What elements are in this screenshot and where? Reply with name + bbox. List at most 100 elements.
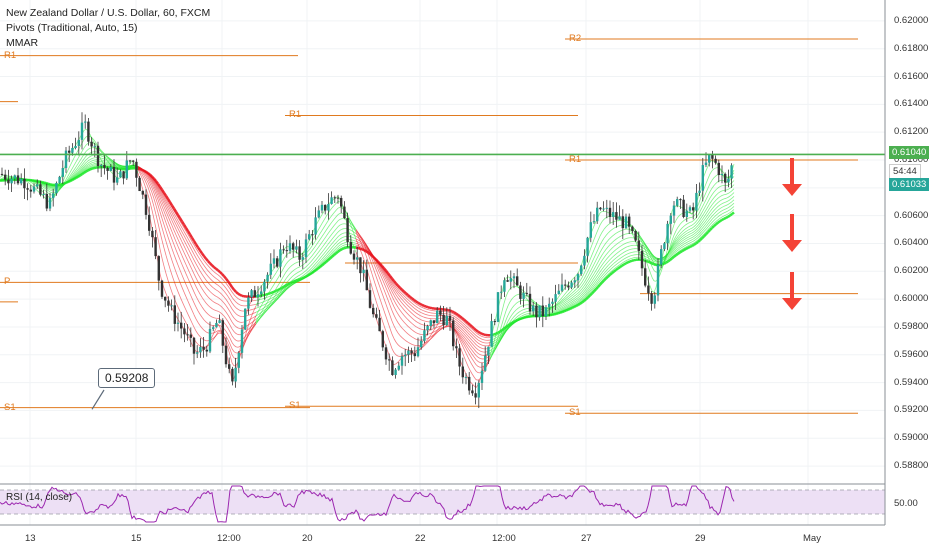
ribbon-line	[83, 168, 87, 171]
ribbon-line	[391, 348, 395, 353]
ribbon-line	[209, 278, 213, 281]
ribbon-line	[581, 288, 585, 292]
ribbon-line	[705, 229, 709, 233]
ribbon-line	[427, 306, 431, 309]
ribbon-line	[501, 332, 505, 336]
ribbon-line	[187, 326, 191, 331]
ribbon-line	[89, 166, 93, 169]
ribbon-line	[611, 259, 615, 262]
ribbon-line	[175, 220, 179, 225]
ribbon-line	[147, 187, 151, 194]
ribbon-line	[65, 169, 69, 175]
ribbon-line	[647, 249, 651, 253]
ribbon-line	[469, 361, 473, 365]
ribbon-line	[689, 241, 693, 244]
ribbon-line	[705, 178, 709, 184]
ribbon-line	[349, 219, 353, 224]
ribbon-line	[285, 280, 289, 284]
ribbon-line	[421, 345, 425, 349]
ribbon-line	[375, 269, 379, 275]
ribbon-line	[239, 299, 243, 301]
ribbon-line	[683, 224, 687, 227]
ribbon-line	[145, 175, 149, 180]
ribbon-line	[383, 310, 387, 317]
ribbon-line	[459, 331, 463, 335]
ribbon-line	[173, 224, 177, 230]
ribbon-line	[229, 338, 233, 343]
ribbon-line	[693, 236, 697, 239]
ribbon-line	[605, 224, 609, 228]
ribbon-line	[671, 255, 675, 260]
ribbon-line	[497, 338, 501, 341]
ribbon-line	[0, 177, 3, 180]
ribbon-line	[663, 256, 667, 258]
ribbon-line	[159, 194, 163, 199]
ribbon-line	[397, 301, 401, 306]
ribbon-line	[189, 265, 193, 270]
ribbon-line	[681, 237, 685, 240]
ribbon-line	[157, 192, 161, 198]
ribbon-line	[201, 262, 205, 266]
ribbon-line	[695, 218, 699, 222]
ribbon-line	[461, 321, 465, 325]
ribbon-line	[457, 320, 461, 324]
ribbon-line	[587, 259, 591, 265]
ribbon-line	[681, 247, 685, 250]
ribbon-line	[497, 332, 501, 335]
ribbon-line	[339, 243, 343, 246]
ribbon-line	[275, 291, 279, 294]
ribbon-line	[461, 338, 465, 343]
ribbon-line	[331, 250, 335, 254]
ribbon-line	[627, 249, 631, 251]
ribbon-line	[705, 187, 709, 193]
ribbon-line	[477, 333, 481, 336]
ribbon-line	[207, 313, 211, 317]
ribbon-line	[697, 215, 701, 220]
ribbon-line	[187, 301, 191, 306]
ribbon-line	[563, 292, 567, 296]
ribbon-line	[521, 312, 525, 314]
ribbon-line	[73, 166, 77, 171]
ribbon-line	[307, 248, 311, 252]
ribbon-line	[177, 239, 181, 244]
ribbon-line	[499, 335, 503, 339]
ribbon-line	[439, 325, 443, 327]
ribbon-line	[321, 259, 325, 262]
ribbon-line	[503, 330, 507, 334]
ribbon-line	[579, 281, 583, 286]
ribbon-line	[45, 181, 49, 185]
ribbon-line	[589, 268, 593, 273]
ribbon-line	[593, 270, 597, 275]
ribbon-line	[155, 198, 159, 206]
ribbon-line	[455, 317, 459, 320]
ribbon-line	[291, 280, 295, 284]
ribbon-line	[151, 199, 155, 207]
ribbon-line	[383, 271, 387, 276]
ribbon-line	[469, 350, 473, 355]
ribbon-line	[203, 300, 207, 304]
ribbon-line	[185, 273, 189, 279]
ribbon-line	[247, 327, 251, 330]
ribbon-line	[153, 186, 157, 191]
ribbon-line	[401, 327, 405, 331]
ribbon-line	[401, 312, 405, 316]
ribbon-line	[233, 331, 237, 334]
ribbon-line	[233, 324, 237, 328]
ribbon-line	[507, 325, 511, 328]
ribbon-line	[603, 217, 607, 220]
ribbon-line	[201, 297, 205, 301]
ribbon-line	[467, 357, 471, 362]
ribbon-line	[323, 258, 327, 262]
ribbon-line	[313, 259, 317, 263]
ribbon-line	[675, 232, 679, 237]
ribbon-line	[169, 233, 173, 240]
ribbon-line	[195, 270, 199, 275]
ribbon-line	[521, 316, 525, 320]
ribbon-line	[599, 280, 603, 284]
ribbon-line	[359, 242, 363, 245]
ribbon-line	[379, 313, 383, 320]
ribbon-line	[493, 335, 497, 337]
ribbon-line	[697, 230, 701, 234]
ribbon-line	[205, 321, 209, 324]
